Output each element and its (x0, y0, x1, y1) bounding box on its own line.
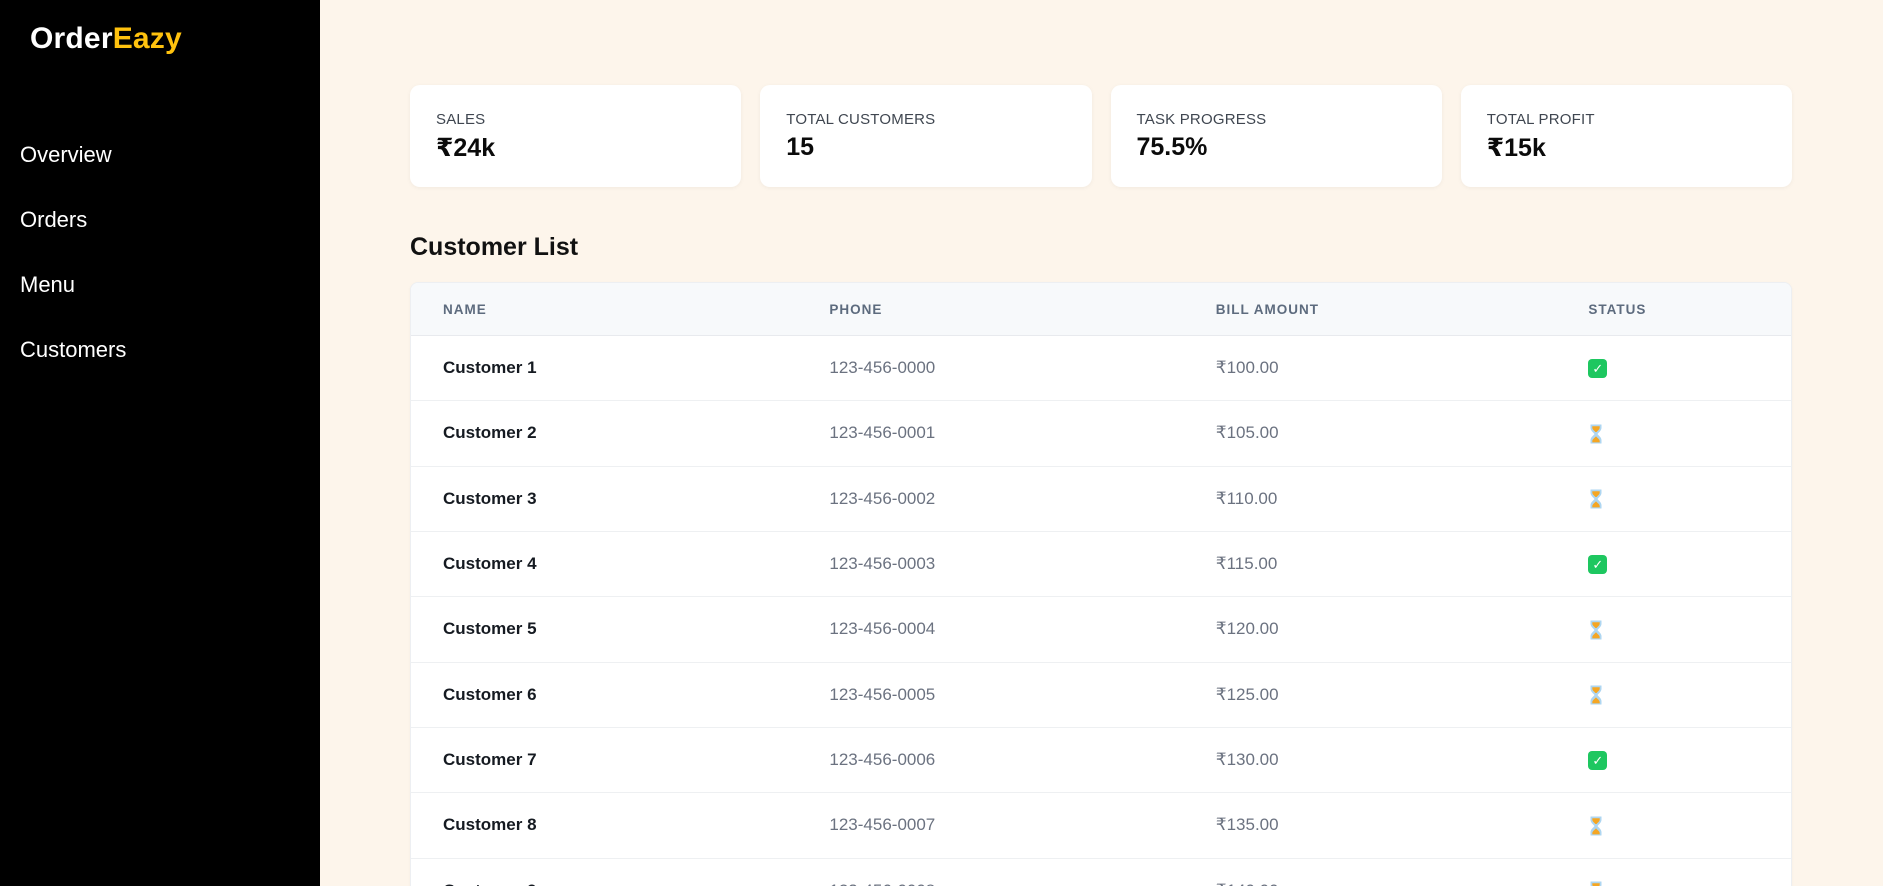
hourglass-icon (1588, 424, 1604, 444)
bill-amount: ₹115.00 (1183, 531, 1557, 597)
bill-amount: ₹120.00 (1183, 596, 1557, 663)
customer-table-body: Customer 1 123-456-0000 ₹100.00 ✓ Custom… (411, 334, 1791, 886)
customer-name: Customer 1 (411, 334, 798, 401)
table-row: Customer 6 123-456-0005 ₹125.00 (411, 661, 1791, 728)
customer-table: NAME PHONE BILL AMOUNT STATUS Customer 1… (411, 283, 1791, 886)
customer-phone: 123-456-0001 (797, 400, 1184, 467)
bill-amount: ₹110.00 (1183, 465, 1557, 532)
status-cell (1556, 400, 1791, 467)
status-cell: ✓ (1556, 334, 1791, 401)
main-content: SALES ₹24k TOTAL CUSTOMERS 15 TASK PROGR… (320, 0, 1883, 886)
hourglass-icon (1588, 816, 1604, 836)
brand-accent: Eazy (112, 22, 182, 55)
sidebar-item-orders[interactable]: Orders (20, 207, 88, 232)
customer-name: Customer 6 (411, 661, 798, 728)
bill-amount: ₹100.00 (1183, 334, 1557, 401)
customer-phone: 123-456-0008 (797, 857, 1184, 886)
sidebar: OrderEazy Overview Orders Menu Customers (0, 0, 320, 886)
table-row: Customer 9 123-456-0008 ₹140.00 (411, 857, 1791, 886)
status-cell (1556, 857, 1791, 886)
bill-amount: ₹135.00 (1183, 792, 1557, 859)
table-row: Customer 3 123-456-0002 ₹110.00 (411, 465, 1791, 532)
customer-name: Customer 8 (411, 792, 798, 859)
status-cell (1556, 661, 1791, 728)
table-row: Customer 2 123-456-0001 ₹105.00 (411, 400, 1791, 467)
sidebar-item-menu[interactable]: Menu (20, 272, 76, 297)
stat-card-sales: SALES ₹24k (410, 85, 742, 187)
customer-phone: 123-456-0005 (797, 661, 1184, 728)
hourglass-icon (1588, 489, 1604, 509)
column-header-name: NAME (411, 283, 798, 336)
customer-phone: 123-456-0000 (797, 334, 1184, 401)
bill-amount: ₹130.00 (1183, 727, 1557, 793)
stat-value: 15 (786, 133, 815, 161)
hourglass-icon (1588, 881, 1604, 886)
customer-phone: 123-456-0004 (797, 596, 1184, 663)
status-cell: ✓ (1556, 727, 1791, 793)
brand-primary: Order (30, 22, 113, 55)
stat-card-total-customers: TOTAL CUSTOMERS 15 (760, 85, 1092, 187)
stat-value: ₹24k (436, 134, 496, 162)
customer-phone: 123-456-0007 (797, 792, 1184, 859)
stat-value: ₹15k (1486, 134, 1546, 162)
stat-label: TASK PROGRESS (1136, 111, 1267, 128)
sidebar-item-overview[interactable]: Overview (20, 142, 112, 167)
column-header-bill: BILL AMOUNT (1183, 283, 1557, 336)
status-cell (1556, 596, 1791, 663)
stat-label: TOTAL PROFIT (1486, 111, 1595, 128)
stats-row: SALES ₹24k TOTAL CUSTOMERS 15 TASK PROGR… (410, 85, 1792, 187)
column-header-status: STATUS (1556, 283, 1791, 336)
customer-table-container: NAME PHONE BILL AMOUNT STATUS Customer 1… (410, 282, 1792, 886)
check-icon: ✓ (1588, 359, 1608, 379)
stat-value: 75.5% (1136, 133, 1208, 161)
bill-amount: ₹105.00 (1183, 400, 1557, 467)
sidebar-item-customers[interactable]: Customers (20, 337, 127, 362)
hourglass-icon (1588, 620, 1604, 640)
status-cell (1556, 465, 1791, 532)
hourglass-icon (1588, 685, 1604, 705)
stat-label: SALES (436, 111, 486, 128)
table-row: Customer 5 123-456-0004 ₹120.00 (411, 596, 1791, 663)
customer-name: Customer 7 (411, 727, 798, 793)
customer-table-header: NAME PHONE BILL AMOUNT STATUS (411, 283, 1791, 336)
table-row: Customer 1 123-456-0000 ₹100.00 ✓ (411, 334, 1791, 401)
stat-card-task-progress: TASK PROGRESS 75.5% (1110, 85, 1442, 187)
check-icon: ✓ (1588, 555, 1608, 575)
customer-list-title: Customer List (410, 233, 579, 261)
bill-amount: ₹125.00 (1183, 661, 1557, 728)
brand-logo: OrderEazy (20, 22, 300, 56)
customer-name: Customer 3 (411, 465, 798, 532)
customer-phone: 123-456-0003 (797, 531, 1184, 597)
customer-name: Customer 5 (411, 596, 798, 663)
table-row: Customer 4 123-456-0003 ₹115.00 ✓ (411, 531, 1791, 597)
customer-name: Customer 9 (411, 857, 798, 886)
status-cell: ✓ (1556, 531, 1791, 597)
bill-amount: ₹140.00 (1183, 857, 1557, 886)
customer-name: Customer 2 (411, 400, 798, 467)
table-row: Customer 8 123-456-0007 ₹135.00 (411, 792, 1791, 859)
stat-label: TOTAL CUSTOMERS (786, 111, 936, 128)
column-header-phone: PHONE (797, 283, 1184, 336)
stat-card-total-profit: TOTAL PROFIT ₹15k (1460, 85, 1792, 187)
table-row: Customer 7 123-456-0006 ₹130.00 ✓ (411, 727, 1791, 793)
sidebar-nav: Overview Orders Menu Customers (20, 142, 300, 362)
check-icon: ✓ (1588, 751, 1608, 771)
customer-phone: 123-456-0002 (797, 465, 1184, 532)
customer-name: Customer 4 (411, 531, 798, 597)
customer-phone: 123-456-0006 (797, 727, 1184, 793)
status-cell (1556, 792, 1791, 859)
